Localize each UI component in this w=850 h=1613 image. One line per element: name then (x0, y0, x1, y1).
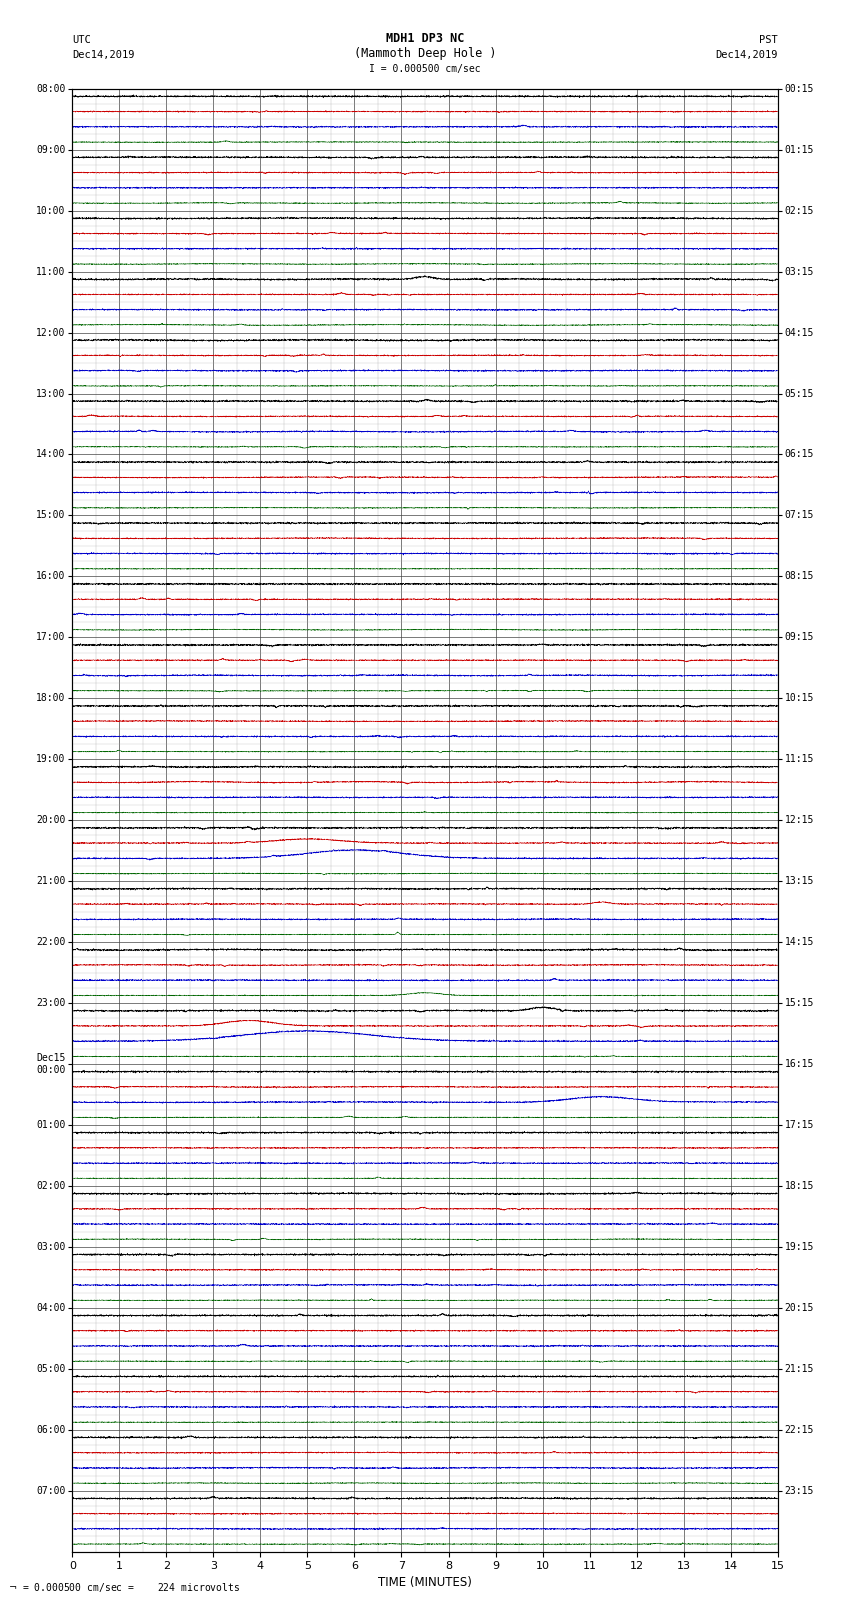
Text: Dec14,2019: Dec14,2019 (72, 50, 135, 60)
Text: PST: PST (759, 35, 778, 45)
X-axis label: TIME (MINUTES): TIME (MINUTES) (378, 1576, 472, 1589)
Text: (Mammoth Deep Hole ): (Mammoth Deep Hole ) (354, 47, 496, 60)
Text: I = 0.000500 cm/sec: I = 0.000500 cm/sec (369, 65, 481, 74)
Text: MDH1 DP3 NC: MDH1 DP3 NC (386, 32, 464, 45)
Text: $\neg$ = 0.000500 cm/sec =    224 microvolts: $\neg$ = 0.000500 cm/sec = 224 microvolt… (8, 1581, 241, 1594)
Text: UTC: UTC (72, 35, 91, 45)
Text: Dec14,2019: Dec14,2019 (715, 50, 778, 60)
